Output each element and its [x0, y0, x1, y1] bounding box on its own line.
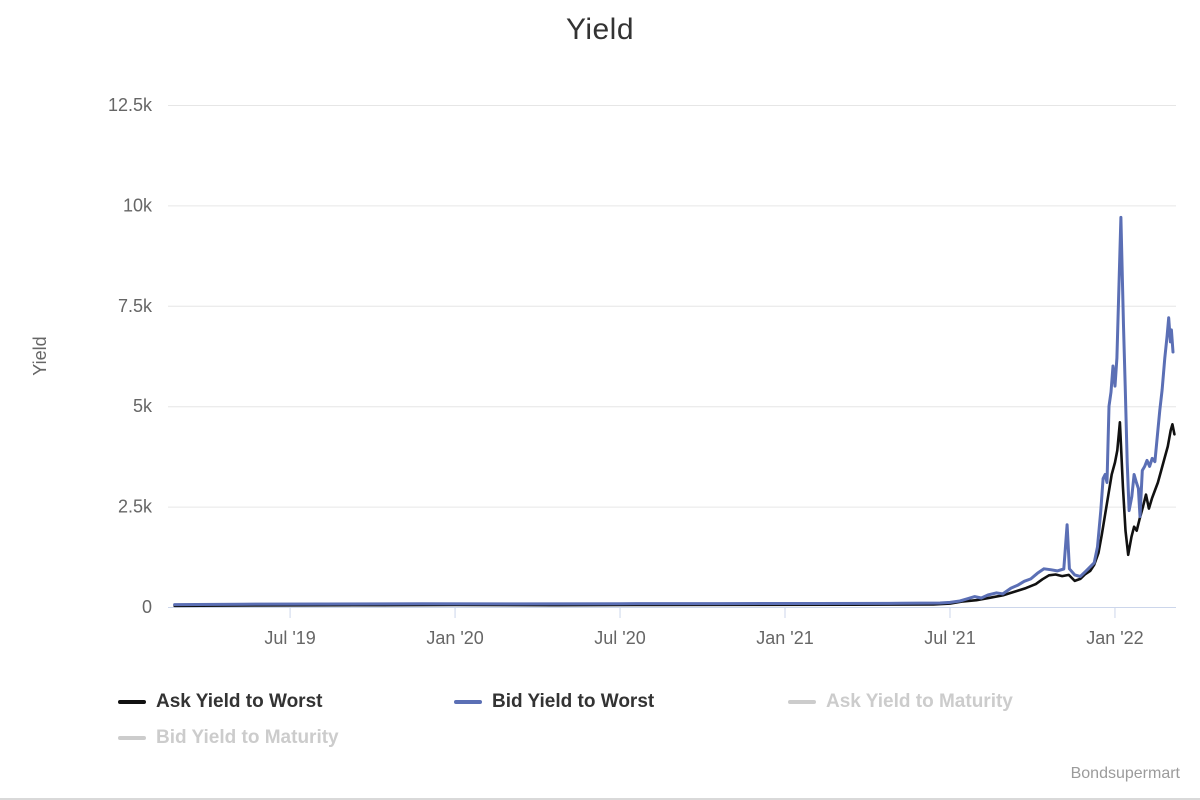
- x-tick-label: Jul '19: [264, 628, 315, 648]
- y-tick-label: 0: [142, 597, 152, 617]
- x-tick-label: Jan '21: [756, 628, 813, 648]
- plot-area: 0 2.5k 5k 7.5k 10k 12.5k Jul '19 Jan '20 Jul '20…: [30, 95, 1176, 648]
- legend-line-icon: [788, 700, 816, 704]
- x-tick-label: Jul '20: [594, 628, 645, 648]
- legend-item-label: Ask Yield to Worst: [156, 691, 323, 712]
- legend-item-ask-yield-to-worst[interactable]: Ask Yield to Worst: [118, 691, 322, 713]
- legend-line-icon: [118, 736, 146, 740]
- legend-line-icon: [454, 700, 482, 704]
- y-tick-label: 5k: [133, 396, 153, 416]
- series-ask-yield-to-worst: [173, 420, 1176, 608]
- x-tick-label: Jan '22: [1086, 628, 1143, 648]
- y-tick-label: 12.5k: [108, 95, 153, 115]
- y-tick-label: 7.5k: [118, 296, 153, 316]
- y-tick-label: 10k: [123, 195, 153, 215]
- legend-line-icon: [118, 700, 146, 704]
- credit-label: Bondsupermart: [1070, 765, 1180, 782]
- x-tick-label: Jul '21: [924, 628, 975, 648]
- legend-item-bid-yield-to-worst[interactable]: Bid Yield to Worst: [454, 691, 654, 713]
- legend-item-label: Ask Yield to Maturity: [826, 691, 1013, 712]
- legend-item-ask-yield-to-maturity[interactable]: Ask Yield to Maturity: [788, 691, 1013, 713]
- y-tick-label: 2.5k: [118, 497, 153, 517]
- y-axis-title: Yield: [30, 336, 50, 375]
- series-bid-yield-to-worst: [173, 215, 1175, 607]
- legend-item-label: Bid Yield to Maturity: [156, 727, 339, 748]
- bottom-divider: [0, 798, 1200, 800]
- x-tick-label: Jan '20: [426, 628, 483, 648]
- legend-item-label: Bid Yield to Worst: [492, 691, 655, 712]
- legend-item-bid-yield-to-maturity[interactable]: Bid Yield to Maturity: [118, 727, 339, 749]
- chart-title: Yield: [565, 13, 635, 46]
